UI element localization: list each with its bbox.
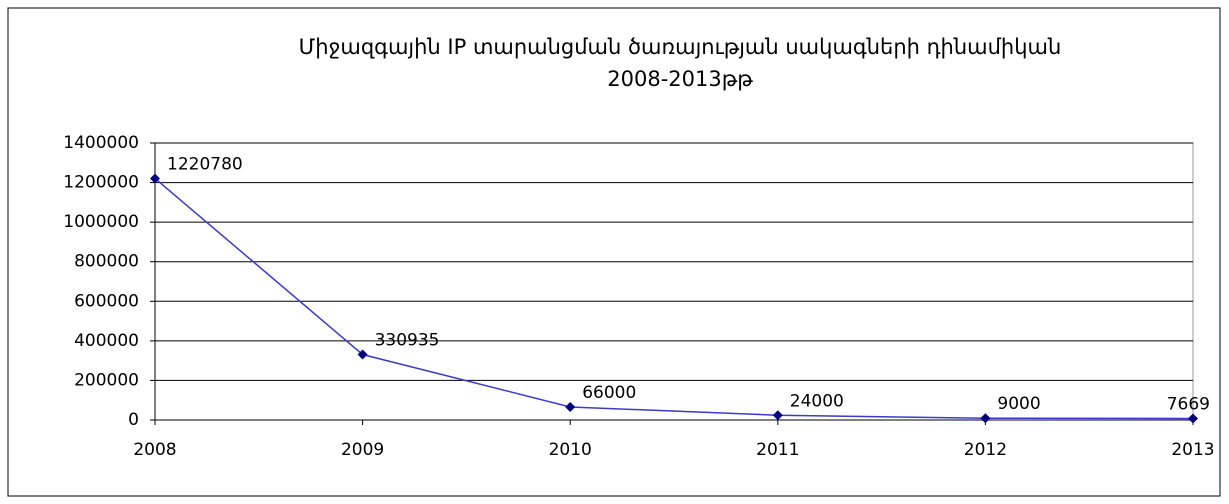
data-point — [565, 401, 576, 412]
data-point — [357, 349, 368, 360]
y-tick-label: 1200000 — [63, 173, 139, 193]
data-line — [154, 177, 1194, 420]
x-tick-label: 2013 — [1171, 440, 1214, 460]
y-tick-label: 1400000 — [63, 133, 139, 153]
y-tick-label: 600000 — [74, 291, 139, 311]
data-label: 9000 — [997, 394, 1040, 414]
y-tick-label: 1000000 — [63, 212, 139, 232]
data-point — [772, 410, 783, 421]
data-point — [150, 173, 160, 184]
data-label: 1220780 — [167, 154, 243, 174]
y-tick-label: 800000 — [74, 252, 139, 272]
y-tick-label: 0 — [128, 410, 139, 430]
y-tick-label: 400000 — [74, 331, 139, 351]
data-point — [980, 413, 991, 424]
data-label: 7669 — [1167, 394, 1210, 414]
data-label: 66000 — [582, 383, 636, 403]
data-label: 330935 — [375, 331, 440, 351]
x-tick-label: 2011 — [756, 440, 799, 460]
chart-title: 2008-2013թթ — [607, 67, 753, 91]
x-tick-label: 2009 — [341, 440, 384, 460]
chart-title: Միջազգային IP տարանցման ծառայության սակա… — [299, 35, 1062, 59]
x-tick-label: 2012 — [964, 440, 1007, 460]
data-label: 24000 — [790, 391, 844, 411]
data-point — [1188, 413, 1198, 424]
y-tick-label: 200000 — [74, 370, 139, 390]
x-tick-label: 2008 — [133, 440, 176, 460]
x-tick-label: 2010 — [549, 440, 592, 460]
plot-area — [154, 142, 1194, 421]
